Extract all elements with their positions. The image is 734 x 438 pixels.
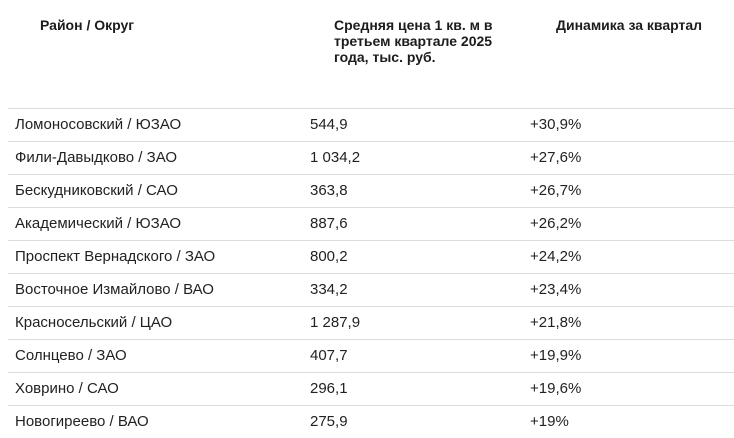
cell-district: Ховрино / САО xyxy=(15,380,119,397)
cell-price: 363,8 xyxy=(310,182,348,199)
cell-change: +19,6% xyxy=(530,380,582,397)
cell-price: 544,9 xyxy=(310,116,348,133)
table-row: Бескудниковский / САО 363,8 +26,7% xyxy=(8,175,734,208)
cell-change: +23,4% xyxy=(530,281,582,298)
header-dynamics: Динамика за квартал xyxy=(556,17,703,33)
cell-price: 407,7 xyxy=(310,347,348,364)
table-row: Красносельский / ЦАО 1 287,9 +21,8% xyxy=(8,307,734,340)
table-row: Солнцево / ЗАО 407,7 +19,9% xyxy=(8,340,734,373)
cell-price: 334,2 xyxy=(310,281,348,298)
cell-price: 296,1 xyxy=(310,380,348,397)
table-row: Проспект Вернадского / ЗАО 800,2 +24,2% xyxy=(8,241,734,274)
cell-change: +24,2% xyxy=(530,248,582,265)
cell-change: +19% xyxy=(530,413,569,430)
table-row: Ховрино / САО 296,1 +19,6% xyxy=(8,373,734,406)
cell-district: Фили-Давыдково / ЗАО xyxy=(15,149,178,166)
cell-district: Солнцево / ЗАО xyxy=(15,347,127,364)
cell-price: 1 034,2 xyxy=(310,149,361,166)
cell-change: +26,2% xyxy=(530,215,582,232)
cell-price: 1 287,9 xyxy=(310,314,361,331)
header-district: Район / Округ xyxy=(40,17,135,33)
table-row: Фили-Давыдково / ЗАО 1 034,2 +27,6% xyxy=(8,142,734,175)
cell-district: Новогиреево / ВАО xyxy=(15,413,149,430)
table-header: Район / Округ Средняя цена 1 кв. м в тре… xyxy=(0,0,734,108)
cell-district: Бескудниковский / САО xyxy=(15,182,178,199)
table-row: Новогиреево / ВАО 275,9 +19% xyxy=(8,406,734,438)
cell-price: 275,9 xyxy=(310,413,348,430)
header-avg-price: Средняя цена 1 кв. м в третьем квартале … xyxy=(334,17,493,65)
cell-price: 887,6 xyxy=(310,215,348,232)
cell-change: +27,6% xyxy=(530,149,582,166)
cell-change: +26,7% xyxy=(530,182,582,199)
cell-change: +30,9% xyxy=(530,116,582,133)
cell-district: Ломоносовский / ЮЗАО xyxy=(15,116,182,133)
table-row: Восточное Измайлово / ВАО 334,2 +23,4% xyxy=(8,274,734,307)
table-body: Ломоносовский / ЮЗАО 544,9 +30,9% Фили-Д… xyxy=(8,108,734,438)
cell-change: +19,9% xyxy=(530,347,582,364)
cell-district: Академический / ЮЗАО xyxy=(15,215,182,232)
table-row: Академический / ЮЗАО 887,6 +26,2% xyxy=(8,208,734,241)
cell-price: 800,2 xyxy=(310,248,348,265)
cell-district: Красносельский / ЦАО xyxy=(15,314,173,331)
table-row: Ломоносовский / ЮЗАО 544,9 +30,9% xyxy=(8,109,734,142)
cell-change: +21,8% xyxy=(530,314,582,331)
cell-district: Проспект Вернадского / ЗАО xyxy=(15,248,216,265)
cell-district: Восточное Измайлово / ВАО xyxy=(15,281,214,298)
